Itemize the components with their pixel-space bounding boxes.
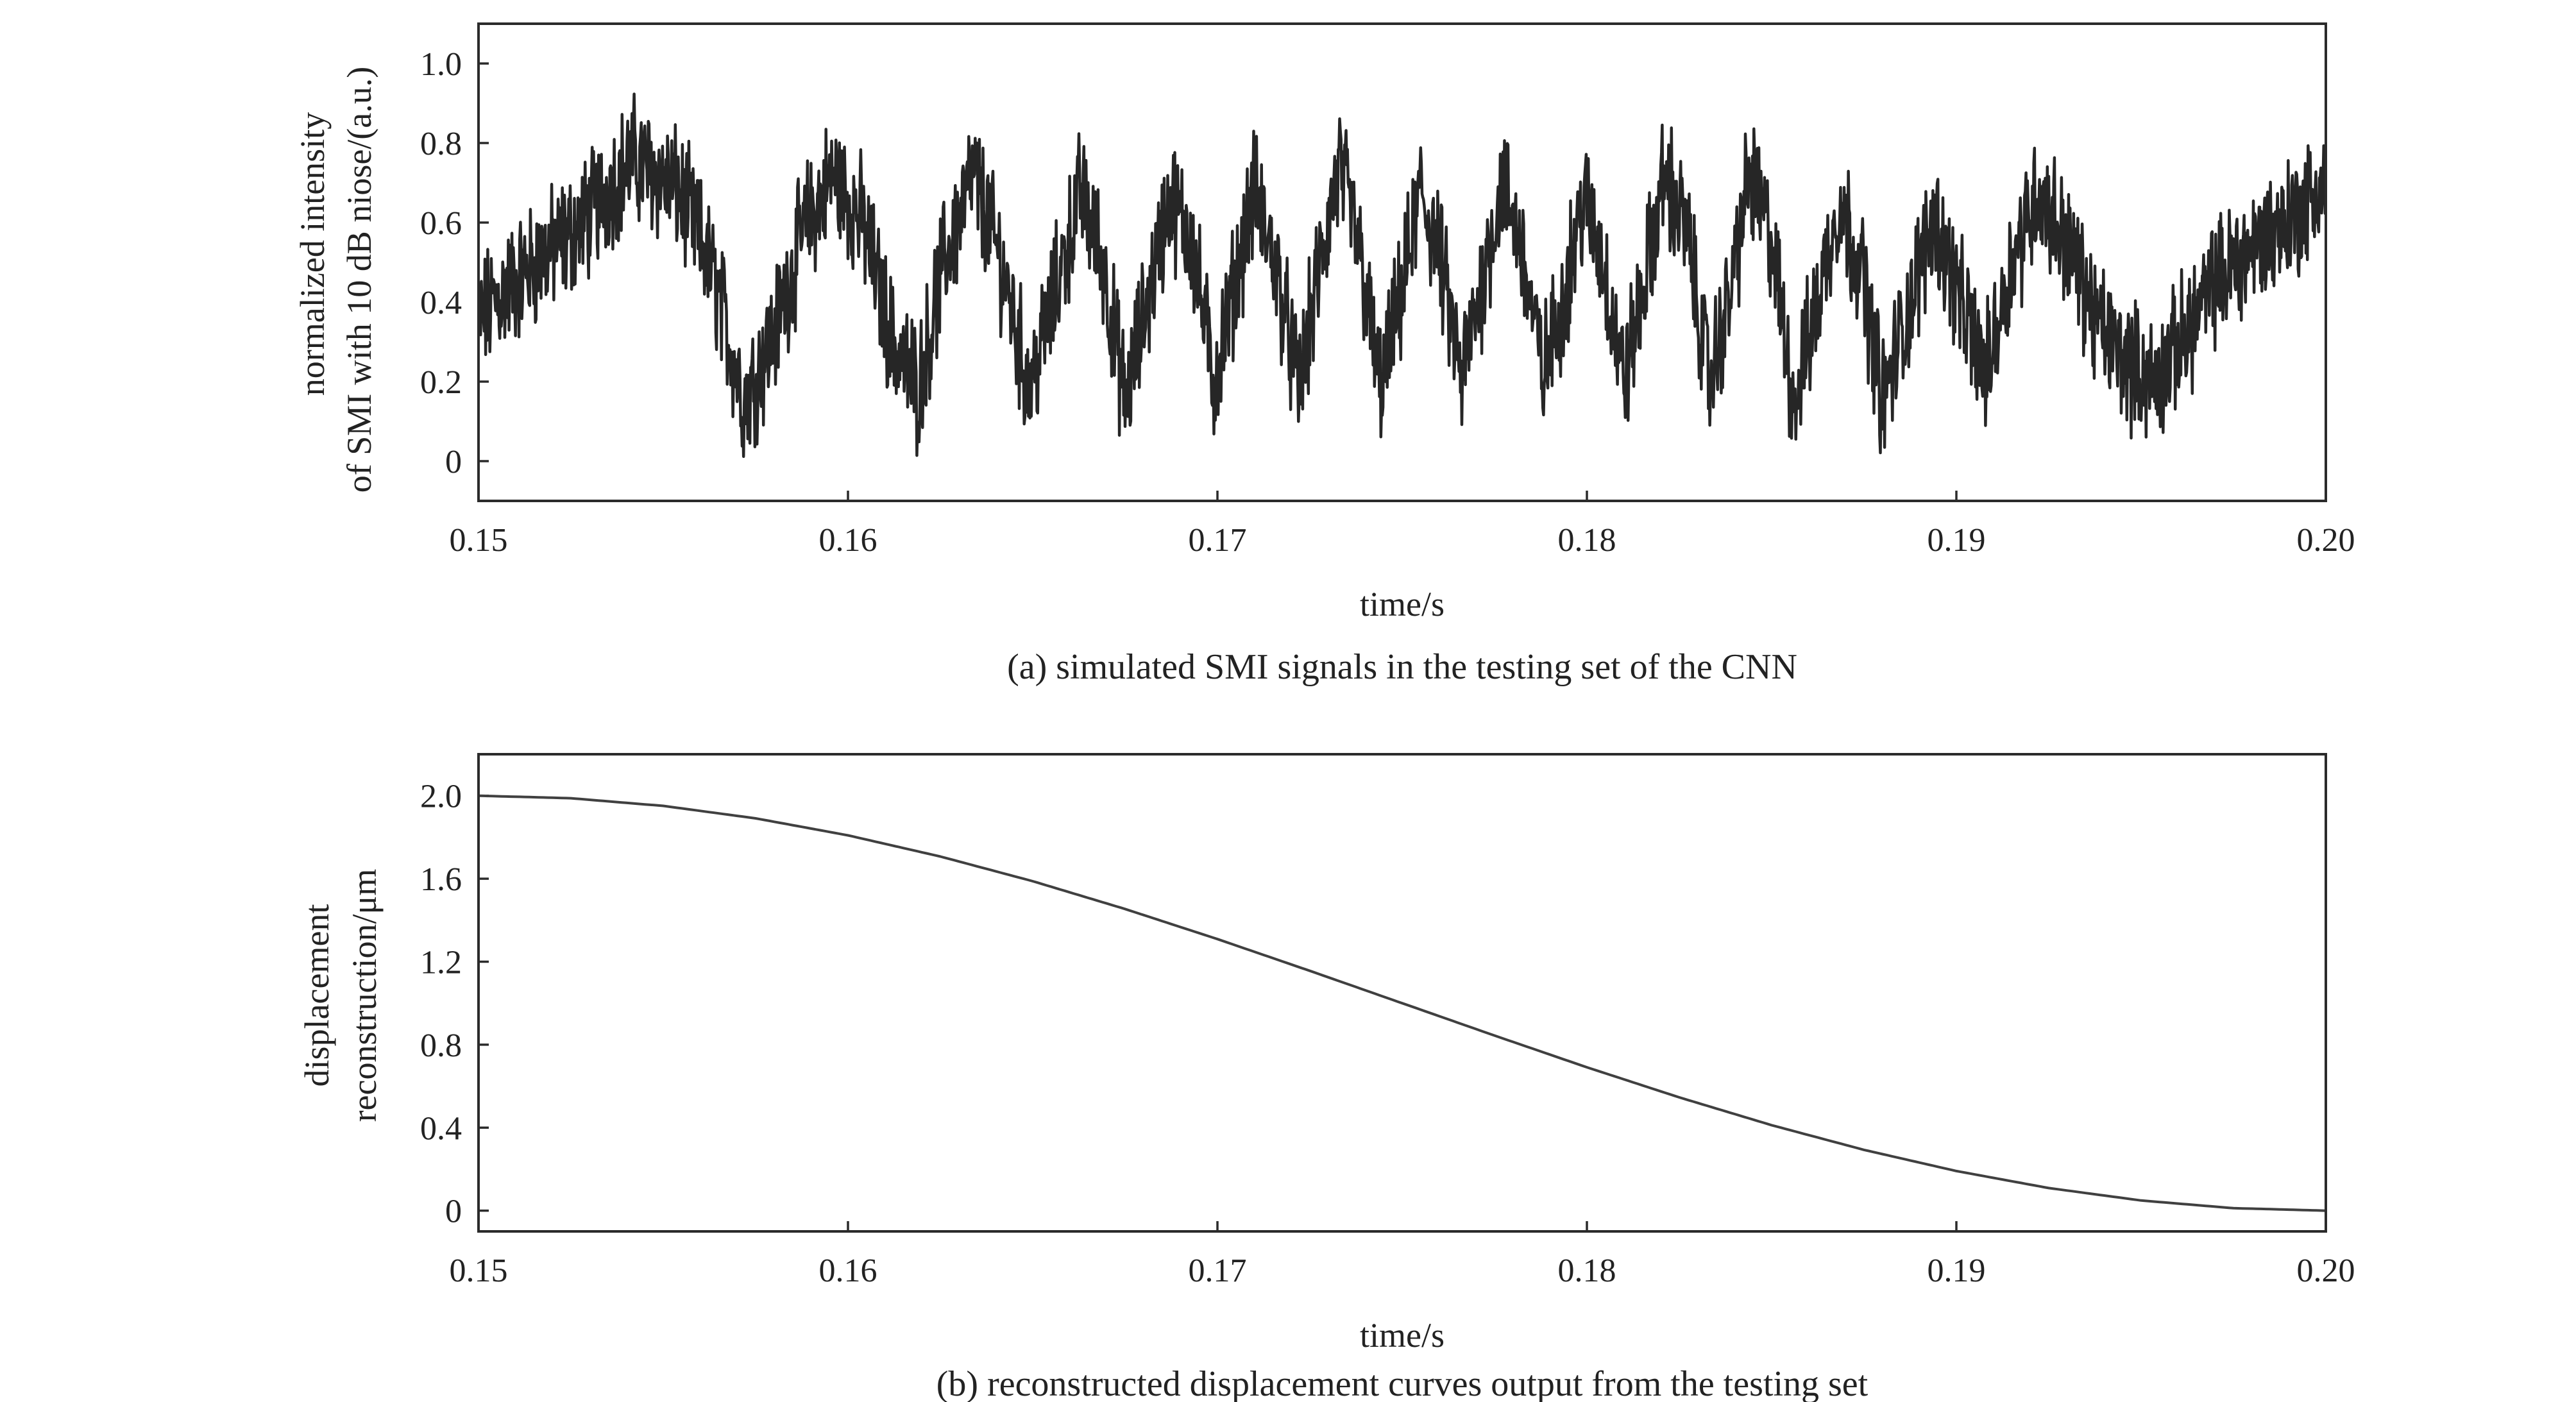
panel-b-ytick-label: 0.8 (420, 1027, 462, 1064)
panel-b-xtick-label: 0.15 (450, 1253, 508, 1289)
panel-a-xtick-label: 0.18 (1558, 522, 1616, 559)
panel-a-ytick-label: 1.0 (420, 46, 462, 83)
panel-a-ticks: 0.15 0.16 0.17 0.18 0.19 0.20 0 0.2 0.4 0.6 0.8 1.0 (420, 46, 2355, 559)
panel-a-xtick-label: 0.20 (2297, 522, 2355, 559)
panel-a-xtick-label: 0.15 (450, 522, 508, 559)
panel-b-ytick-label: 0.4 (420, 1110, 462, 1147)
panel-b-ylabel-line1: displacement (298, 904, 336, 1087)
panel-b-ytick-label: 2.0 (420, 779, 462, 815)
panel-b-xtick-label: 0.17 (1189, 1253, 1247, 1289)
panel-b-xtick-label: 0.19 (1928, 1253, 1986, 1289)
panel-a-caption: (a) simulated SMI signals in the testing… (1007, 647, 1797, 687)
panel-b-xtick-label: 0.18 (1558, 1253, 1616, 1289)
panel-b-plot: 0.15 0.16 0.17 0.18 0.19 0.20 0 0.4 0.8 1.2 1.6 2.0 (420, 753, 2355, 1289)
panel-a-xlabel: time/s (1360, 585, 1445, 623)
panel-a: normalized intensity of SMI with 10 dB n… (293, 22, 2355, 687)
panel-a-ytick-label: 0.8 (420, 126, 462, 162)
panel-b-ylabel-line2: reconstruction/μm (345, 869, 384, 1122)
panel-b-ytick-label: 1.2 (420, 944, 462, 981)
panel-a-ytick-label: 0.2 (420, 364, 462, 401)
panel-b-ticks: 0.15 0.16 0.17 0.18 0.19 0.20 0 0.4 0.8 1.2 1.6 2.0 (420, 779, 2355, 1289)
panel-b-ytick-label: 0 (445, 1194, 462, 1230)
panel-a-series-line (479, 92, 2326, 458)
panel-b-xtick-label: 0.20 (2297, 1253, 2355, 1289)
panel-a-ytick-label: 0.4 (420, 285, 462, 321)
panel-a-ylabel-line1: normalized intensity (293, 112, 332, 396)
panel-b-caption: (b) reconstructed displacement curves ou… (936, 1364, 1868, 1402)
panel-b: displacement reconstruction/μm 0.15 0.16 0… (298, 753, 2355, 1402)
panel-a-xtick-label: 0.17 (1189, 522, 1247, 559)
panel-a-ylabel-line2: of SMI with 10 dB niose/(a.u.) (340, 67, 378, 493)
panel-b-series-line (479, 794, 2326, 1212)
panel-a-frame (477, 22, 2327, 502)
panel-a-ytick-label: 0.6 (420, 205, 462, 242)
panel-a-ytick-label: 0 (445, 444, 462, 480)
panel-b-xlabel: time/s (1360, 1316, 1445, 1355)
panel-b-ytick-label: 1.6 (420, 861, 462, 898)
panel-b-frame (477, 753, 2327, 1233)
panel-a-plot: 0.15 0.16 0.17 0.18 0.19 0.20 0 0.2 0.4 0.6 0.8 1.0 (420, 22, 2355, 559)
panel-b-xtick-label: 0.16 (819, 1253, 877, 1289)
panel-a-xtick-label: 0.16 (819, 522, 877, 559)
panel-a-xtick-label: 0.19 (1928, 522, 1986, 559)
